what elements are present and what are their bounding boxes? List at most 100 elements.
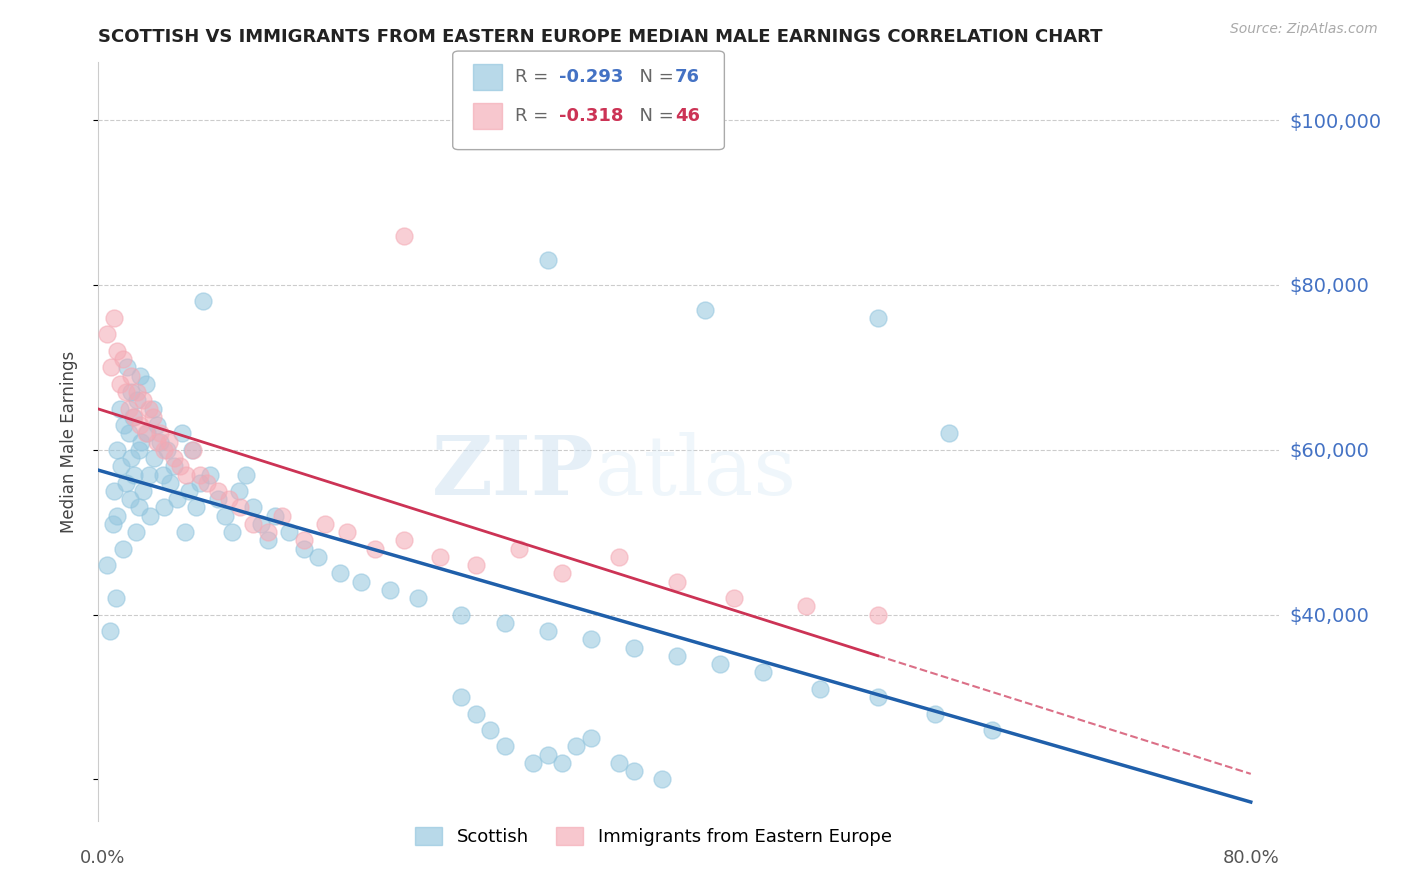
Point [197,475,219,490]
Point [866,690,889,704]
Point [105,508,128,523]
Point [536,253,558,268]
Point [114,385,136,400]
Point [229,500,252,515]
Point [292,541,315,556]
Point [129,368,152,383]
Point [132,483,155,498]
Point [98,624,121,639]
Point [114,475,136,490]
Text: N =: N = [627,106,679,125]
Point [794,599,817,614]
Point [173,525,195,540]
Point [149,426,172,441]
Point [103,310,125,325]
Point [752,665,775,680]
Point [128,500,150,515]
Point [924,706,946,721]
Point [328,566,350,581]
Point [149,434,172,449]
Point [169,459,191,474]
Text: N =: N = [627,68,679,86]
Text: 0.0%: 0.0% [80,849,125,868]
Point [808,681,831,696]
Point [117,426,139,441]
Y-axis label: Median Male Earnings: Median Male Earnings [59,351,77,533]
Point [146,434,169,449]
Point [494,615,516,630]
Text: R =: R = [516,106,554,125]
Text: atlas: atlas [595,432,797,512]
Point [256,533,278,548]
Point [143,450,166,465]
Point [181,442,204,457]
Point [135,376,157,391]
Point [981,723,1004,737]
Point [242,516,264,531]
Point [429,549,451,564]
Text: R =: R = [516,68,554,86]
Point [153,442,176,457]
Point [336,525,359,540]
Point [221,525,243,540]
Point [228,483,250,498]
Point [96,327,118,342]
Point [292,533,315,548]
Point [938,426,960,441]
Point [314,516,336,531]
Point [104,591,127,606]
Point [115,360,138,375]
Point [508,541,530,556]
Point [464,558,486,573]
Point [100,360,122,375]
Point [218,492,240,507]
Point [128,442,150,457]
Point [450,607,472,622]
Point [118,492,141,507]
Point [551,566,574,581]
Point [159,475,181,490]
Point [177,483,200,498]
Point [565,739,588,754]
Point [464,706,486,721]
Point [665,574,688,589]
Point [146,418,169,433]
Text: 76: 76 [675,68,700,86]
Point [139,508,162,523]
Point [536,747,558,762]
Point [242,500,264,515]
Text: Source: ZipAtlas.com: Source: ZipAtlas.com [1230,22,1378,37]
Point [709,657,731,671]
Point [120,385,142,400]
Point [111,541,134,556]
Point [249,516,271,531]
Point [127,385,149,400]
Point [264,508,287,523]
Point [392,228,415,243]
Point [207,492,229,507]
Point [131,434,153,449]
Point [866,607,889,622]
Point [623,764,645,779]
Point [125,525,148,540]
Point [450,690,472,704]
Point [121,409,143,424]
Point [665,648,688,663]
Point [120,450,142,465]
Point [278,525,301,540]
FancyBboxPatch shape [472,103,502,129]
Point [132,393,155,408]
Point [651,772,673,787]
Point [166,492,188,507]
Point [607,549,630,564]
Point [536,624,558,639]
Point [188,467,211,482]
Point [136,426,159,441]
Text: -0.293: -0.293 [560,68,623,86]
Text: -0.318: -0.318 [560,106,623,125]
Point [350,574,373,589]
Text: 80.0%: 80.0% [1222,849,1279,868]
Text: ZIP: ZIP [432,432,595,512]
Point [153,500,176,515]
Point [271,508,294,523]
